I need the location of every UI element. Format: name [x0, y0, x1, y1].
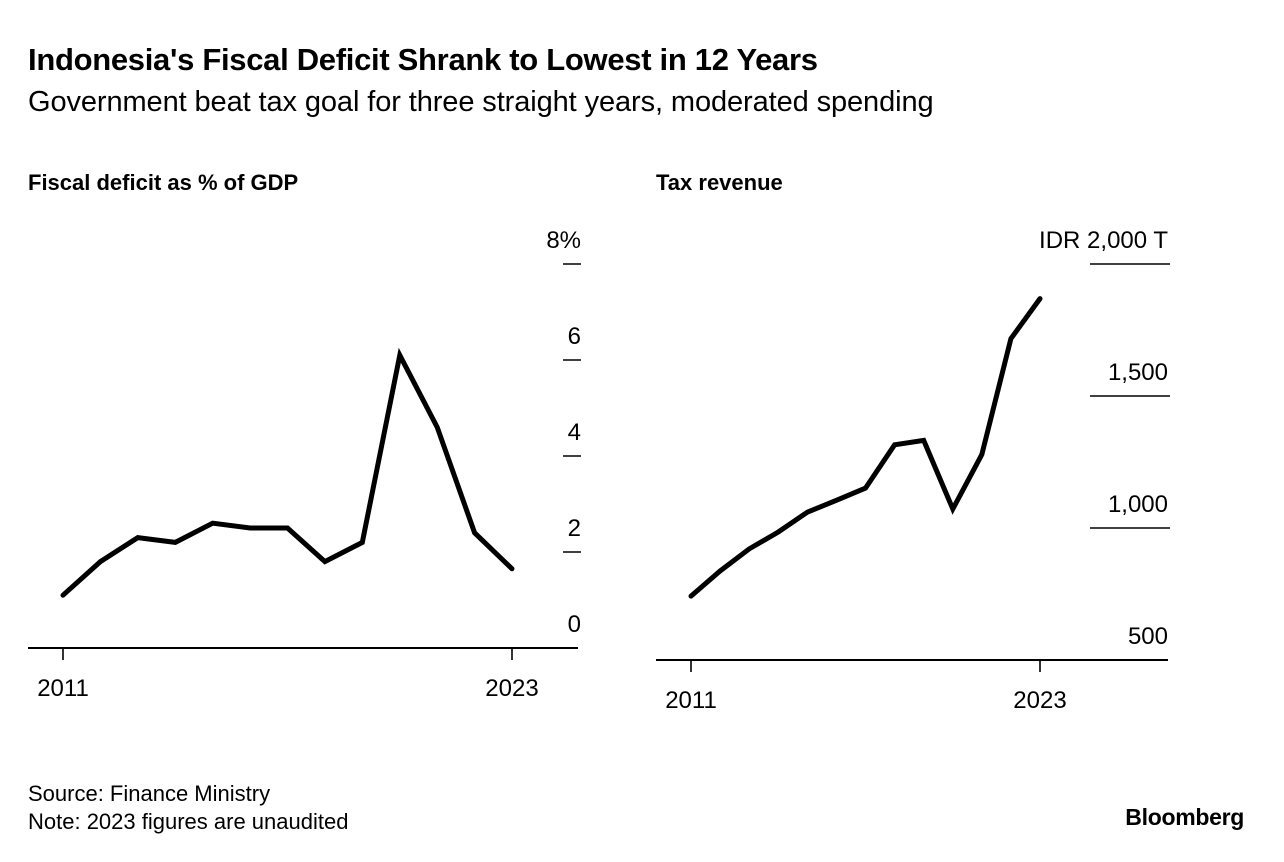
deficit-y-tick-label: 2 [568, 515, 581, 542]
chart-subtitle: Government beat tax goal for three strai… [28, 86, 934, 118]
deficit-y-tick-label: 4 [568, 419, 581, 446]
tax-data-point [1038, 296, 1043, 301]
deficit-x-tick-label: 2011 [37, 675, 89, 702]
deficit-data-point [397, 353, 402, 358]
tax-data-point [1008, 336, 1013, 341]
tax-data-point [805, 510, 810, 515]
tax-data-point [747, 546, 752, 551]
tax-y-tick-label: 500 [1128, 623, 1168, 650]
tax-data-point [718, 569, 723, 574]
footnote: Note: 2023 figures are unaudited [28, 809, 349, 834]
deficit-series-line [60, 347, 515, 598]
bloomberg-logo: Bloomberg [1125, 804, 1244, 830]
deficit-data-point [135, 535, 140, 540]
deficit-data-point [248, 526, 253, 531]
deficit-panel-title: Fiscal deficit as % of GDP [28, 170, 299, 195]
chart-title: Indonesia's Fiscal Deficit Shrank to Low… [28, 42, 818, 77]
deficit-data-point [285, 526, 290, 531]
tax-data-point [979, 452, 984, 457]
tax-y-tick-label: 1,500 [1108, 359, 1168, 386]
deficit-data-point [435, 425, 440, 430]
tax-y-tick-label: IDR 2,000 T [1039, 227, 1168, 254]
deficit-data-point [360, 540, 365, 545]
tax-data-point [921, 438, 926, 443]
tax-data-point [689, 594, 694, 599]
deficit-data-point [322, 559, 327, 564]
deficit-x-tick-label: 2023 [485, 675, 538, 702]
tax-data-point [950, 506, 955, 511]
deficit-y-tick-label: 8% [546, 227, 581, 254]
tax-series-line [688, 296, 1043, 599]
deficit-data-point [61, 593, 66, 598]
deficit-data-point [173, 540, 178, 545]
deficit-y-tick-label: 0 [568, 611, 581, 638]
tax-y-tick-label: 1,000 [1108, 491, 1168, 518]
deficit-y-tick-label: 6 [568, 323, 581, 350]
tax-panel-title: Tax revenue [656, 170, 783, 195]
tax-x-tick-label: 2011 [665, 687, 717, 714]
tax-data-point [776, 529, 781, 534]
tax-data-point [834, 498, 839, 503]
deficit-data-point [510, 566, 515, 571]
tax-data-point [892, 442, 897, 447]
deficit-data-point [210, 521, 215, 526]
tax-data-point [863, 486, 868, 491]
tax-x-tick-label: 2023 [1013, 687, 1066, 714]
source-note: Source: Finance Ministry [28, 781, 271, 806]
deficit-data-point [98, 559, 103, 564]
deficit-data-point [472, 530, 477, 535]
